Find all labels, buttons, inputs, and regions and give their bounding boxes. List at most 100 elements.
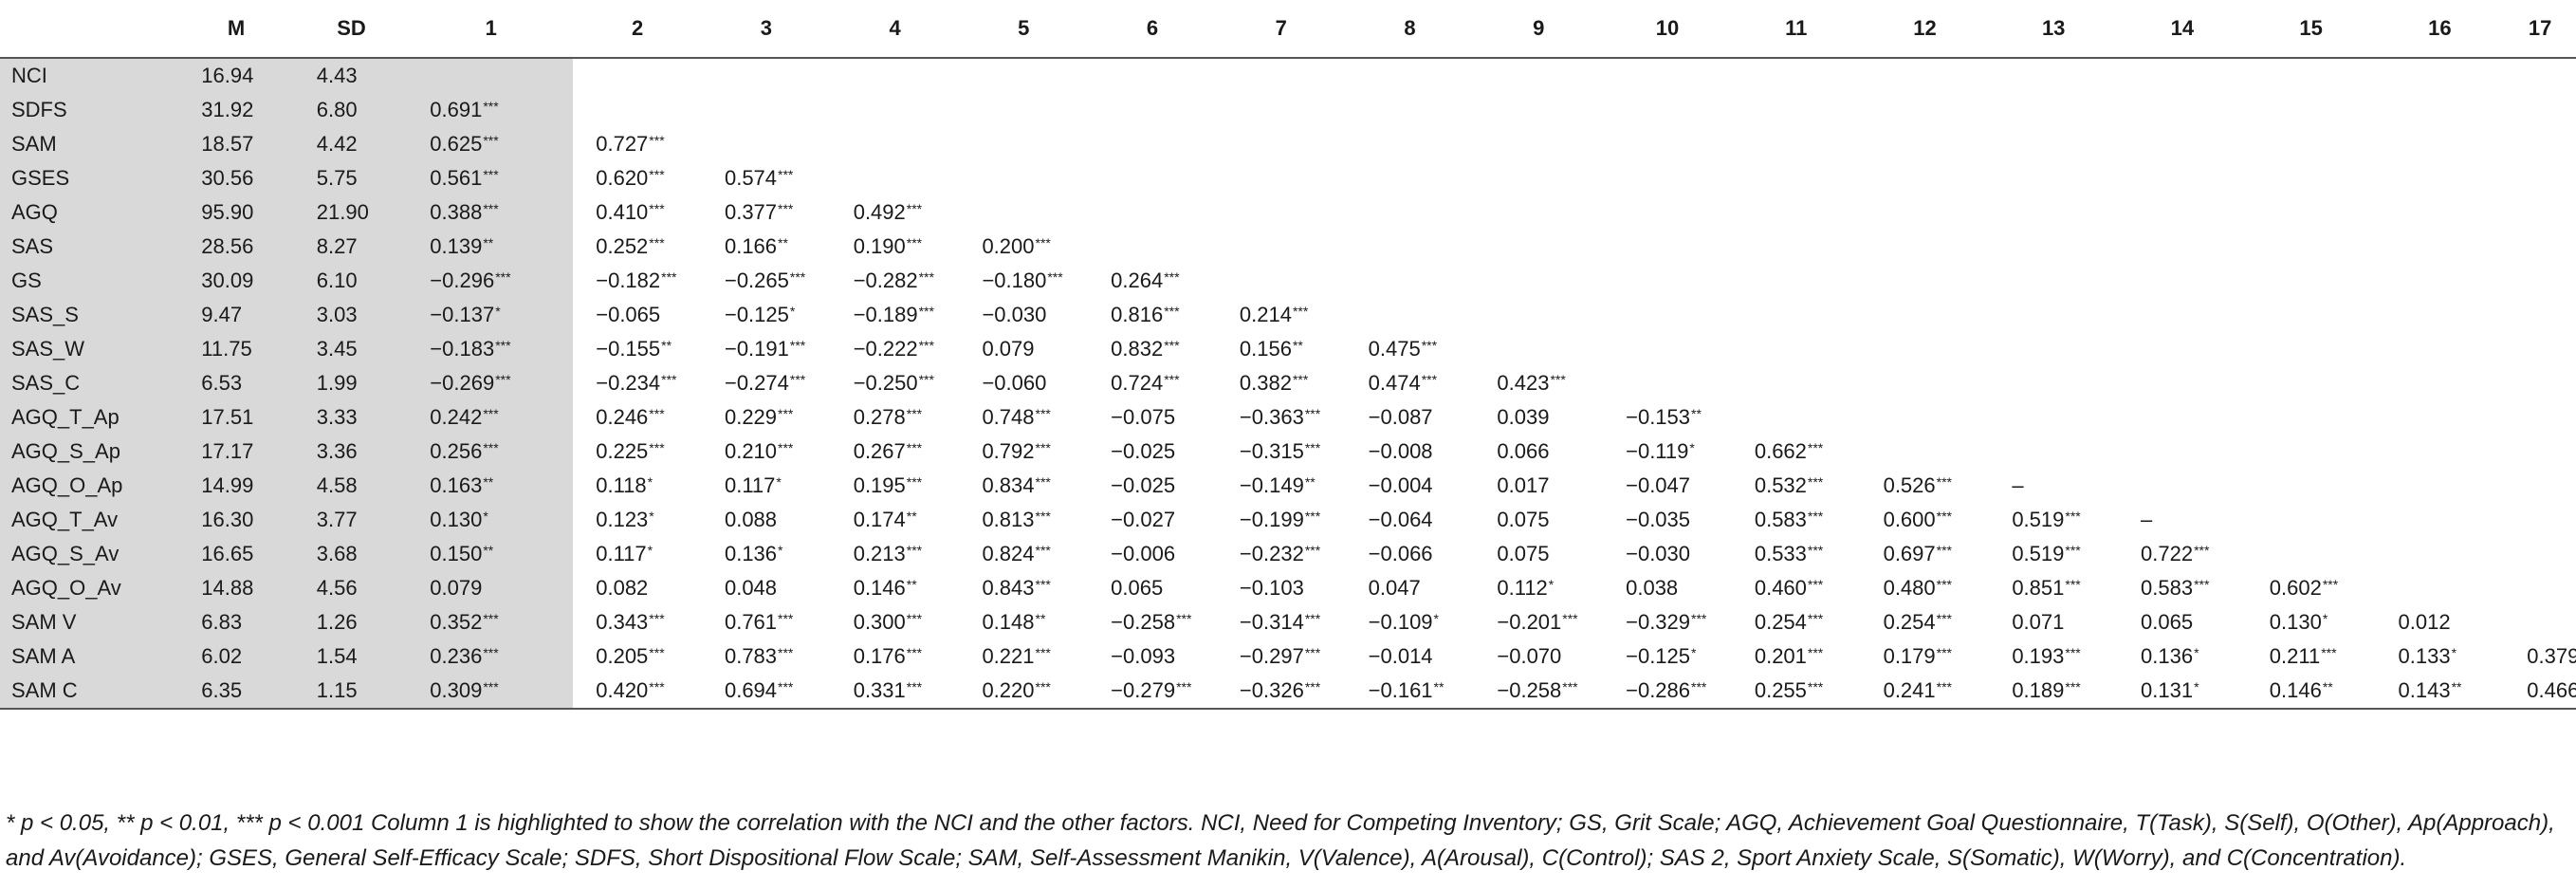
correlation-cell: −0.035 [1603,503,1732,537]
significance-marker: *** [649,440,665,455]
correlation-cell [2376,537,2505,571]
correlation-cell [1474,93,1603,127]
correlation-cell: 0.834*** [959,469,1088,503]
table-row: SAM 18.57 4.42 0.625*** 0.727*** [0,127,2576,161]
nci-correlation-cell: −0.137* [409,298,574,332]
significance-marker: ** [906,577,917,592]
correlation-cell: 0.079 [959,332,1088,366]
correlation-cell: 0.148** [959,605,1088,639]
nci-correlation-cell: 0.079 [409,571,574,605]
correlation-value: 0.388 [430,200,483,224]
correlation-cell [1732,58,1861,93]
correlation-value: 0.480 [1883,576,1936,600]
significance-marker: *** [483,167,499,182]
significance-marker: *** [1164,372,1180,387]
sd-cell: 3.77 [293,503,410,537]
significance-marker: *** [2194,543,2210,558]
sd-cell: 3.68 [293,537,410,571]
significance-marker: *** [1691,611,1707,626]
correlation-cell [2504,58,2576,93]
nci-correlation-cell: −0.269*** [409,366,574,400]
correlation-cell [573,58,702,93]
correlation-cell [2247,58,2376,93]
correlation-cell [2376,298,2505,332]
correlation-cell: 0.211*** [2247,639,2376,674]
correlation-cell [2504,503,2576,537]
correlation-value: 0.254 [1883,610,1936,634]
correlation-cell [1732,400,1861,435]
header-cell: 6 [1088,0,1217,59]
correlation-cell: 0.112* [1474,571,1603,605]
correlation-cell [2118,264,2247,298]
correlation-cell: 0.229*** [702,400,831,435]
correlation-cell: 0.278*** [831,400,960,435]
table-row: SAS_C 6.53 1.99 −0.269*** −0.234*** −0.274***… [0,366,2576,400]
significance-marker: *** [1936,679,1952,695]
correlation-value: −0.006 [1111,542,1176,565]
correlation-cell: −0.047 [1603,469,1732,503]
nci-correlation-cell: 0.352*** [409,605,574,639]
correlation-value: 0.813 [982,508,1035,531]
correlation-value: 0.131 [2141,678,2194,702]
correlation-value: 0.519 [2012,542,2065,565]
significance-marker: * [647,474,653,490]
correlation-cell [2504,93,2576,127]
correlation-value: 0.256 [430,439,483,463]
correlation-value: 0.065 [2141,610,2194,634]
correlation-cell: 0.748*** [959,400,1088,435]
correlation-value: 0.038 [1626,576,1679,600]
correlation-cell: −0.161** [1345,674,1475,710]
correlation-cell: −0.004 [1346,469,1475,503]
correlation-cell [1861,127,1990,161]
correlation-cell [1088,161,1217,195]
significance-marker: *** [918,269,934,285]
significance-marker: *** [1304,440,1321,455]
correlation-cell [1732,195,1861,230]
table-row: SAS_S 9.47 3.03 −0.137* −0.065 −0.125* −0.189*… [0,298,2576,332]
correlation-cell: 0.662*** [1732,435,1861,469]
correlation-cell [2118,400,2247,435]
correlation-cell: 0.377*** [702,195,831,230]
correlation-cell: 0.131* [2118,674,2247,710]
correlation-cell [1474,58,1603,93]
header-cell: 5 [959,0,1089,59]
significance-marker: *** [2065,577,2081,592]
significance-marker: *** [661,372,677,387]
correlation-cell: −0.025 [1088,435,1217,469]
row-label: SAS [0,230,179,264]
correlation-cell: 0.179*** [1861,639,1990,674]
correlation-cell: −0.265*** [702,264,831,298]
correlation-cell: −0.125* [702,298,831,332]
correlation-cell [1861,366,1990,400]
significance-marker: ** [483,235,494,250]
correlation-value: 0.697 [1883,542,1936,565]
correlation-cell [2504,332,2576,366]
significance-marker: *** [1304,509,1321,524]
correlation-cell: 0.136* [702,537,831,571]
correlation-cell [2376,264,2505,298]
significance-marker: *** [1807,679,1824,695]
correlation-value: 0.047 [1368,576,1421,600]
correlation-value: 0.748 [982,405,1035,429]
correlation-value: – [2141,508,2153,531]
correlation-value: 0.174 [853,508,906,531]
significance-marker: * [495,304,501,319]
correlation-value: −0.008 [1368,439,1433,463]
correlation-cell [2504,230,2576,264]
correlation-cell: −0.030 [959,298,1088,332]
correlation-cell: 0.039 [1474,400,1603,435]
table-row: AGQ 95.90 21.90 0.388*** 0.410*** 0.377*** 0.4… [0,195,2576,230]
correlation-cell [1861,161,1990,195]
correlation-cell [2376,435,2505,469]
correlation-cell [2376,161,2505,195]
significance-marker: *** [1164,269,1180,285]
correlation-cell [1217,161,1346,195]
correlation-value: 0.382 [1239,371,1292,395]
correlation-cell: 0.255*** [1731,674,1861,710]
nci-correlation-cell: 0.130* [409,503,574,537]
mean-cell: 17.51 [178,400,294,435]
correlation-cell: – [2118,503,2247,537]
significance-marker: * [647,543,653,558]
correlation-value: 0.783 [724,644,778,668]
correlation-value: 0.146 [2269,678,2322,702]
